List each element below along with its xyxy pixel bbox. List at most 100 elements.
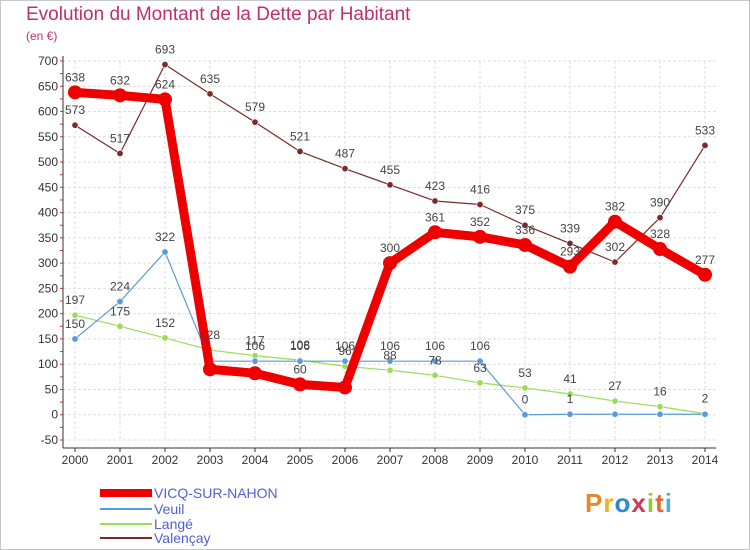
data-point-valencay	[296, 147, 304, 155]
logo-letter: P	[585, 488, 604, 518]
y-tick-label: 650	[38, 79, 58, 93]
legend-item-lange: Langé	[100, 516, 193, 532]
legend-swatch-vicq	[100, 489, 152, 497]
x-tick-label: 2002	[152, 453, 179, 467]
data-point-vicq	[698, 267, 712, 282]
data-point-veuil	[296, 357, 304, 365]
data-label-vicq: 638	[65, 70, 85, 84]
data-label-lange: 152	[155, 316, 175, 330]
data-labels: 197 175 152 128 117 108 96 88 78 63 53 41 27 16 2 150 22…	[65, 43, 715, 407]
data-point-valencay	[386, 181, 394, 189]
data-label-lange: 27	[608, 379, 622, 393]
data-point-veuil	[476, 357, 484, 365]
data-label-valencay: 339	[560, 221, 580, 235]
legend-label-vicq: VICQ-SUR-NAHON	[154, 485, 278, 501]
x-tick-label: 2001	[107, 453, 134, 467]
y-tick-label: 400	[38, 206, 58, 220]
x-tick-label: 2008	[422, 453, 449, 467]
data-point-lange	[386, 366, 394, 374]
data-point-vicq	[428, 225, 442, 240]
data-label-lange: 78	[428, 353, 442, 367]
data-point-vicq	[518, 237, 532, 252]
data-label-valencay: 693	[155, 43, 175, 57]
data-point-vicq	[338, 380, 352, 395]
data-point-lange	[431, 371, 439, 379]
data-point-lange	[116, 322, 124, 330]
data-point-valencay	[251, 118, 259, 126]
x-tick-label: 2005	[287, 453, 314, 467]
data-point-vicq	[248, 366, 262, 381]
data-label-vicq: 60	[293, 362, 307, 376]
data-label-valencay: 302	[605, 240, 625, 254]
legend-label-lange: Langé	[154, 516, 193, 532]
data-point-lange	[161, 334, 169, 342]
data-label-lange: 88	[383, 348, 397, 362]
data-point-vicq	[653, 241, 667, 256]
data-point-vicq	[293, 377, 307, 392]
data-point-lange	[566, 390, 574, 398]
data-point-vicq	[608, 214, 622, 229]
x-tick-label: 2010	[512, 453, 539, 467]
y-tick-label: 300	[38, 256, 58, 270]
data-label-vicq: 336	[515, 223, 535, 237]
data-label-vicq: 328	[650, 227, 670, 241]
y-tick-label: 200	[38, 307, 58, 321]
data-point-veuil	[656, 410, 664, 418]
data-label-lange: 96	[338, 344, 352, 358]
data-point-valencay	[341, 165, 349, 173]
data-label-lange: 197	[65, 293, 85, 307]
data-point-vicq	[563, 259, 577, 274]
x-tick-label: 2003	[197, 453, 224, 467]
data-label-vicq: 624	[155, 77, 175, 91]
x-tick-label: 2009	[467, 453, 494, 467]
data-point-vicq	[473, 229, 487, 244]
logo-letter: i	[646, 488, 656, 518]
proxiti-logo: Proxiti	[585, 488, 673, 519]
logo-letter: o	[614, 488, 632, 518]
y-tick-label: 500	[38, 155, 58, 169]
data-label-veuil: 106	[290, 339, 310, 353]
chart-unit: (en €)	[26, 29, 58, 43]
data-label-valencay: 390	[650, 196, 670, 210]
data-point-valencay	[476, 201, 484, 209]
data-label-veuil: 106	[470, 339, 490, 353]
data-point-vicq	[203, 362, 217, 377]
data-label-veuil: 106	[245, 339, 265, 353]
data-point-lange	[476, 379, 484, 387]
data-label-valencay: 635	[200, 72, 220, 86]
data-label-valencay: 517	[110, 131, 130, 145]
series-lines	[68, 61, 712, 419]
legend-label-valencay: Valençay	[154, 530, 211, 546]
x-tick-label: 2000	[62, 453, 89, 467]
legend-swatch-valencay	[100, 537, 152, 539]
data-point-valencay	[206, 90, 214, 98]
data-label-lange: 53	[518, 366, 532, 380]
data-label-vicq: 382	[605, 200, 625, 214]
data-point-vicq	[68, 85, 82, 100]
data-label-vicq: 352	[470, 215, 490, 229]
x-tick-label: 2014	[692, 453, 719, 467]
data-point-veuil	[341, 357, 349, 365]
data-point-lange	[71, 311, 79, 319]
logo-letter: x	[631, 488, 647, 518]
data-label-veuil: 322	[155, 230, 175, 244]
data-label-veuil: 224	[110, 280, 130, 294]
x-tick-label: 2012	[602, 453, 629, 467]
data-label-lange: 63	[473, 361, 487, 375]
data-label-lange: 128	[200, 328, 220, 342]
data-point-lange	[611, 397, 619, 405]
logo-letter: t	[655, 488, 665, 518]
legend-item-veuil: Veuil	[100, 501, 184, 517]
data-label-veuil: 0	[522, 393, 529, 407]
data-label-veuil: 106	[425, 339, 445, 353]
data-point-veuil	[431, 357, 439, 365]
data-point-valencay	[611, 258, 619, 266]
data-label-valencay: 455	[380, 163, 400, 177]
data-point-valencay	[71, 121, 79, 129]
data-point-veuil	[71, 335, 79, 343]
data-point-vicq	[158, 92, 172, 107]
data-point-valencay	[566, 239, 574, 247]
data-point-veuil	[116, 298, 124, 306]
data-point-veuil	[701, 410, 709, 418]
